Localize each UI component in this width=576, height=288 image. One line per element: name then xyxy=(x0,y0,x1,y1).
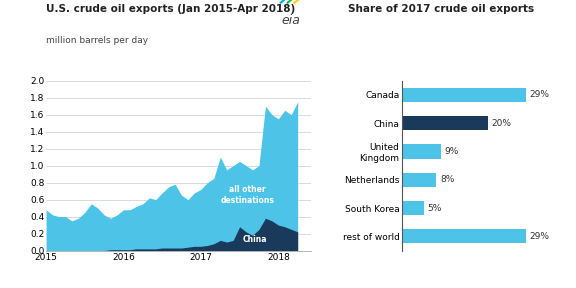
Bar xyxy=(402,88,526,102)
Text: all other
destinations: all other destinations xyxy=(221,185,274,205)
Text: Share of 2017 crude oil exports: Share of 2017 crude oil exports xyxy=(348,4,535,14)
Bar xyxy=(402,173,437,187)
Text: 20%: 20% xyxy=(491,119,511,128)
Text: 29%: 29% xyxy=(529,232,550,241)
Text: 9%: 9% xyxy=(444,147,458,156)
Text: 29%: 29% xyxy=(529,90,550,99)
Bar xyxy=(402,201,424,215)
Text: U.S. crude oil exports (Jan 2015-Apr 2018): U.S. crude oil exports (Jan 2015-Apr 201… xyxy=(46,4,295,14)
Bar xyxy=(402,144,441,158)
Text: China: China xyxy=(243,235,267,244)
Bar xyxy=(402,229,526,243)
Text: 8%: 8% xyxy=(440,175,454,184)
Bar xyxy=(402,116,488,130)
Text: 5%: 5% xyxy=(427,204,441,213)
Text: million barrels per day: million barrels per day xyxy=(46,36,148,45)
Text: eia: eia xyxy=(282,14,300,27)
